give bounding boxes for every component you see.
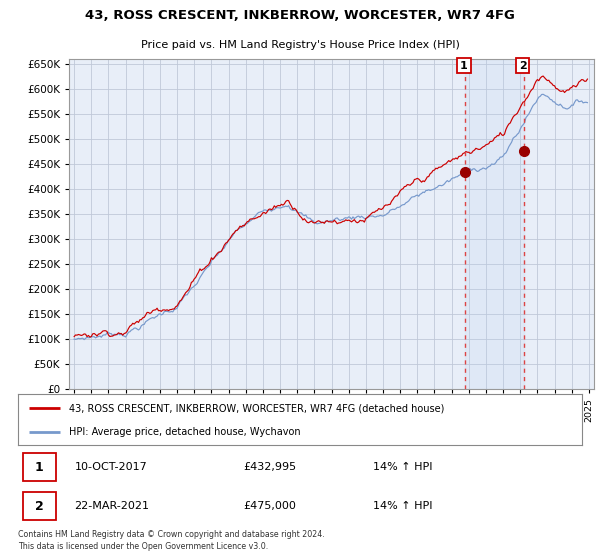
Text: £432,995: £432,995: [244, 462, 297, 472]
Text: 14% ↑ HPI: 14% ↑ HPI: [373, 462, 433, 472]
Text: 14% ↑ HPI: 14% ↑ HPI: [373, 501, 433, 511]
Text: Price paid vs. HM Land Registry's House Price Index (HPI): Price paid vs. HM Land Registry's House …: [140, 40, 460, 50]
Text: HPI: Average price, detached house, Wychavon: HPI: Average price, detached house, Wych…: [69, 427, 301, 437]
Text: 10-OCT-2017: 10-OCT-2017: [74, 462, 147, 472]
FancyBboxPatch shape: [23, 492, 56, 520]
Text: 1: 1: [460, 60, 468, 71]
Text: 43, ROSS CRESCENT, INKBERROW, WORCESTER, WR7 4FG: 43, ROSS CRESCENT, INKBERROW, WORCESTER,…: [85, 9, 515, 22]
Text: 1: 1: [35, 461, 44, 474]
FancyBboxPatch shape: [23, 453, 56, 481]
Text: 43, ROSS CRESCENT, INKBERROW, WORCESTER, WR7 4FG (detached house): 43, ROSS CRESCENT, INKBERROW, WORCESTER,…: [69, 403, 444, 413]
Text: £475,000: £475,000: [244, 501, 296, 511]
Text: Contains HM Land Registry data © Crown copyright and database right 2024.
This d: Contains HM Land Registry data © Crown c…: [18, 530, 325, 551]
Text: 2: 2: [35, 500, 44, 513]
Text: 22-MAR-2021: 22-MAR-2021: [74, 501, 149, 511]
Text: 2: 2: [518, 60, 526, 71]
Bar: [465, 59, 524, 389]
